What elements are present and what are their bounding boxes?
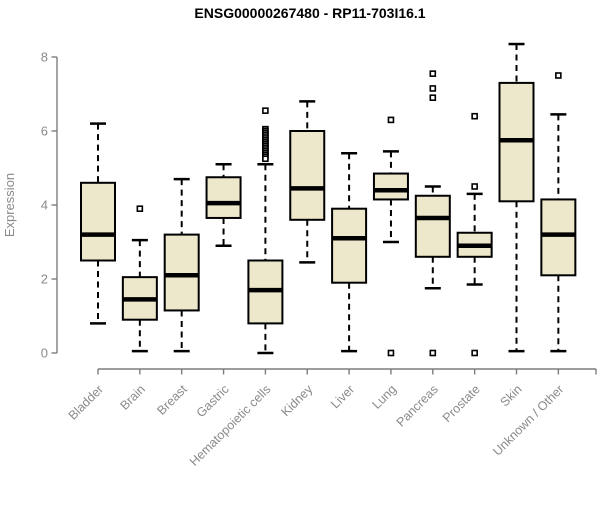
x-tick-label-brain: Brain xyxy=(117,382,148,413)
x-tick-label-unknown-other: Unknown / Other xyxy=(490,382,566,458)
outlier-point xyxy=(429,94,437,101)
iqr-box xyxy=(289,130,326,221)
x-tick-label-hematopoietic-cells: Hematopoietic cells xyxy=(187,382,274,469)
outlier-point xyxy=(429,85,437,92)
iqr-box xyxy=(372,172,409,201)
y-tick-label-8: 8 xyxy=(41,50,48,65)
x-tick-label-gastric: Gastric xyxy=(194,382,232,420)
iqr-box xyxy=(414,194,451,258)
outlier-point xyxy=(262,107,269,114)
iqr-box xyxy=(540,198,577,277)
x-tick-label-prostate: Prostate xyxy=(440,382,483,425)
boxplot-prostate xyxy=(456,112,493,357)
outlier-point xyxy=(471,349,478,357)
outlier-point xyxy=(262,155,269,163)
boxplot-skin xyxy=(498,42,535,353)
x-tick-label-skin: Skin xyxy=(498,382,525,409)
y-tick-label-6: 6 xyxy=(41,124,48,139)
iqr-box xyxy=(163,233,200,312)
outlier-point xyxy=(471,112,478,120)
outlier-point xyxy=(471,183,478,190)
x-tick-label-kidney: Kidney xyxy=(278,382,315,419)
y-tick-label-2: 2 xyxy=(41,272,48,287)
boxplot-breast xyxy=(163,177,200,353)
x-tick-label-liver: Liver xyxy=(328,382,357,411)
x-tick-label-lung: Lung xyxy=(370,382,400,412)
iqr-box xyxy=(80,181,116,262)
iqr-box xyxy=(331,207,368,284)
boxplot-pancreas xyxy=(414,70,451,357)
y-axis-label: Expression xyxy=(2,173,17,237)
boxplot-lung xyxy=(372,116,409,357)
boxplot-kidney xyxy=(289,100,326,264)
outlier-point xyxy=(387,349,395,357)
boxplot-brain xyxy=(121,205,158,353)
boxplot-gastric xyxy=(205,163,242,247)
boxplot-bladder xyxy=(80,122,116,325)
x-tick-label-bladder: Bladder xyxy=(66,382,106,422)
x-tick-label-breast: Breast xyxy=(154,382,190,418)
x-tick-label-pancreas: Pancreas xyxy=(394,382,441,429)
boxplots xyxy=(80,42,577,357)
outlier-point xyxy=(136,205,144,212)
outlier-point xyxy=(429,70,437,77)
y-tick-label-4: 4 xyxy=(41,198,48,213)
chart-title: ENSG00000267480 - RP11-703I16.1 xyxy=(194,5,425,21)
boxplot-hematopoietic-cells xyxy=(247,107,284,355)
y-axis: 0 2 4 6 8 xyxy=(41,50,58,361)
outlier-point xyxy=(555,72,562,79)
boxplot-liver xyxy=(331,151,368,353)
outlier-point xyxy=(387,116,395,124)
outlier-point xyxy=(429,349,437,357)
boxplot-unknown-other xyxy=(540,72,577,353)
iqr-box xyxy=(205,176,242,219)
y-tick-label-0: 0 xyxy=(41,346,48,361)
